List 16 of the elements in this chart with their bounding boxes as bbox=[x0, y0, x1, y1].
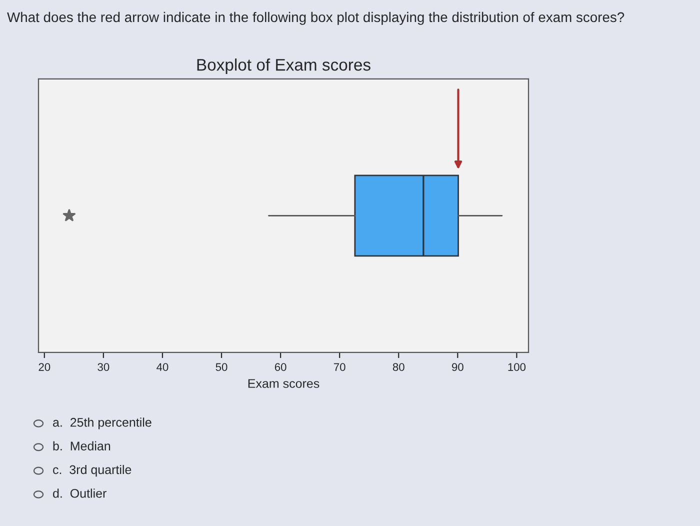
x-axis-title: Exam scores bbox=[248, 379, 320, 388]
chart-title: Boxplot of Exam scores bbox=[197, 58, 370, 74]
text: d. Outlier bbox=[53, 488, 106, 498]
x-tick-label: 50 bbox=[216, 363, 228, 371]
x-tick-label: 60 bbox=[274, 363, 286, 371]
text: b. Median bbox=[53, 441, 110, 450]
x-tick-label: 20 bbox=[38, 363, 50, 371]
x-tick-label: 90 bbox=[452, 363, 464, 371]
x-tick-label: 30 bbox=[98, 363, 110, 371]
x-tick-label: 100 bbox=[508, 363, 526, 371]
x-tick-label: 80 bbox=[392, 363, 404, 371]
text: c. 3rd quartile bbox=[53, 464, 132, 477]
text: a. 25th percentile bbox=[53, 418, 152, 430]
text: What does the red arrow indicate in the following box plot displaying the distribution of exam scores? bbox=[7, 12, 624, 25]
x-tick-label: 40 bbox=[156, 363, 168, 371]
x-tick-label: 70 bbox=[334, 363, 346, 371]
